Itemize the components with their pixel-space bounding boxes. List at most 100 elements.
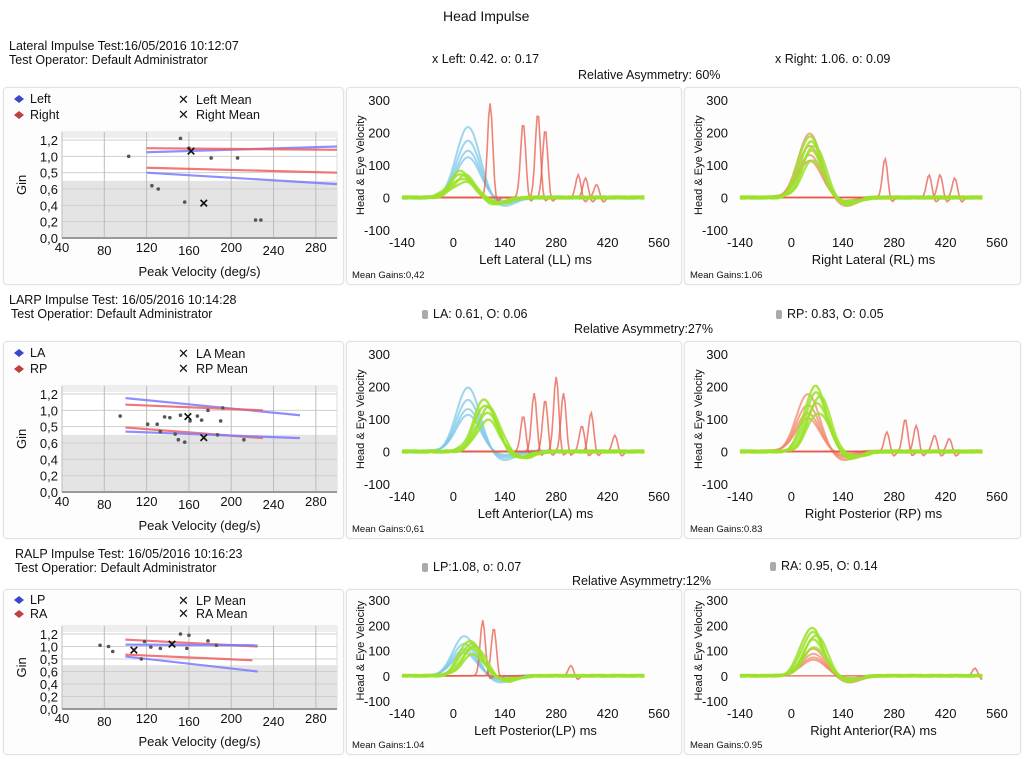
y-tick-label: 1,0 [40, 149, 58, 164]
eye-velocity-trace [401, 173, 645, 206]
x-tick-label: 160 [178, 714, 200, 729]
x-tick-label: 120 [136, 711, 158, 726]
mean-gain-label: Mean Gains:0.95 [690, 740, 762, 751]
normative-band-line [146, 166, 338, 174]
x-tick-label: 40 [55, 240, 69, 255]
page-title: Head Impulse [443, 8, 530, 24]
eye-velocity-trace [401, 645, 645, 681]
legend-label: Left Mean [196, 93, 252, 107]
right-mean-legend-icon: ✕ [178, 606, 189, 621]
y-tick-label: 1,2 [40, 627, 58, 642]
x-tick-label: 280 [545, 489, 567, 504]
x-tick-label: 80 [97, 497, 111, 512]
y-tick-label: 0,2 [40, 469, 58, 484]
right-mean-marker: ✕ [186, 144, 196, 158]
bullet-icon [422, 563, 428, 573]
x-tick-label: 120 [136, 494, 158, 509]
section-header: Lateral Impulse Test:16/05/2016 10:12:07 [9, 39, 239, 53]
right-series-legend-icon [14, 111, 24, 119]
threshold-shade [62, 434, 337, 492]
right-mean-marker: ✕ [183, 410, 193, 424]
x-tick-label: 140 [832, 706, 854, 721]
saccade-trace [402, 131, 645, 202]
y-tick-label: -100 [364, 694, 390, 709]
x-tick-label: 140 [494, 706, 516, 721]
left-mean-legend-icon: ✕ [178, 346, 189, 361]
y-axis-label: Gin [14, 175, 29, 195]
data-point [158, 429, 163, 434]
x-tick-label: 240 [263, 714, 285, 729]
x-tick-label: 140 [494, 235, 516, 250]
left-mean-legend-icon: ✕ [178, 92, 189, 107]
y-tick-label: 0,0 [40, 231, 58, 246]
data-point [149, 645, 153, 649]
x-tick-label: 200 [220, 240, 242, 255]
bullet-icon [776, 310, 782, 320]
data-point [206, 639, 210, 643]
data-point [187, 633, 191, 638]
y-tick-label: 0,6 [40, 436, 58, 451]
legend-label: Right Mean [196, 108, 260, 122]
y-tick-label: -100 [702, 694, 728, 709]
data-point [209, 156, 213, 160]
y-tick-label: -100 [702, 223, 728, 238]
y-tick-label: 1,2 [40, 133, 58, 148]
x-tick-label: 420 [935, 235, 957, 250]
data-point [178, 136, 183, 141]
data-point [156, 187, 161, 191]
data-point [142, 639, 147, 644]
data-point [98, 643, 102, 648]
x-tick-label: 560 [648, 489, 670, 504]
normative-band-line [125, 396, 301, 417]
legend-label: LP [30, 593, 45, 607]
data-point [218, 419, 223, 423]
y-axis-label: Head & Eye Velocity [693, 600, 705, 700]
left-gain-stat: LA: 0.61, O: 0.06 [422, 307, 528, 321]
y-tick-label: 1,0 [40, 640, 58, 655]
x-tick-label: 0 [788, 489, 795, 504]
y-tick-label: 0,4 [40, 452, 58, 467]
bullet-icon [770, 562, 776, 572]
y-tick-label: 0,5 [40, 652, 58, 667]
y-tick-label: 100 [706, 412, 728, 427]
x-tick-label: 80 [97, 243, 111, 258]
eye-velocity-trace [739, 135, 983, 207]
data-point [178, 632, 183, 636]
y-tick-label: 0,0 [40, 702, 58, 717]
x-tick-label: -140 [727, 235, 753, 250]
gain-scatter-panel: LA RP ✕ LA Mean ✕ RP Mean 0,0 0,2 0,4 0,6 0,5 1,0 1,… [3, 341, 344, 539]
y-tick-label: 100 [368, 412, 390, 427]
saccade-trace [402, 400, 645, 456]
velocity-trace-chart: -100 0 100 200 300 -140 0 140 280 420 560 Left Late… [352, 93, 670, 281]
data-point [158, 646, 163, 651]
eye-velocity-trace [739, 401, 983, 458]
data-point [195, 414, 200, 418]
normative-band-line [146, 171, 338, 186]
y-tick-label: 0 [721, 445, 728, 460]
left-series-legend-icon [14, 95, 24, 103]
x-axis-label: Left Anterior(LA) ms [478, 506, 594, 521]
left-mean-marker: ✕ [199, 197, 209, 211]
x-tick-label: 280 [883, 489, 905, 504]
y-tick-label: 300 [706, 93, 728, 108]
x-tick-label: 200 [220, 494, 242, 509]
x-tick-label: 140 [832, 235, 854, 250]
legend-label: Right [30, 108, 60, 122]
data-point [182, 440, 187, 444]
y-tick-label: 300 [368, 347, 390, 362]
x-tick-label: 560 [986, 235, 1008, 250]
mean-gain-label: Mean Gains:0.83 [690, 524, 762, 535]
data-point [173, 432, 177, 436]
y-tick-label: 200 [706, 380, 728, 395]
velocity-trace-panel: -100 0 100 200 300 -140 0 140 280 420 560 Right Lat… [684, 87, 1021, 285]
bullet-icon [422, 310, 428, 320]
y-tick-label: -100 [364, 477, 390, 492]
y-tick-label: 100 [368, 158, 390, 173]
right-gain-stat: RA: 0.95, O: 0.14 [770, 559, 878, 573]
legend-label: RP [30, 362, 47, 376]
x-tick-label: -140 [389, 489, 415, 504]
x-tick-label: 80 [97, 714, 111, 729]
y-axis-label: Head & Eye Velocity [693, 369, 705, 469]
y-tick-label: 100 [706, 644, 728, 659]
data-point [185, 646, 189, 651]
